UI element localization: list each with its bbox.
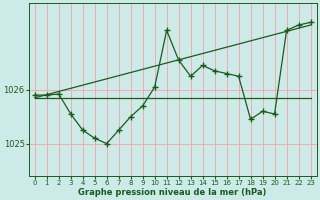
X-axis label: Graphe pression niveau de la mer (hPa): Graphe pression niveau de la mer (hPa) <box>78 188 267 197</box>
